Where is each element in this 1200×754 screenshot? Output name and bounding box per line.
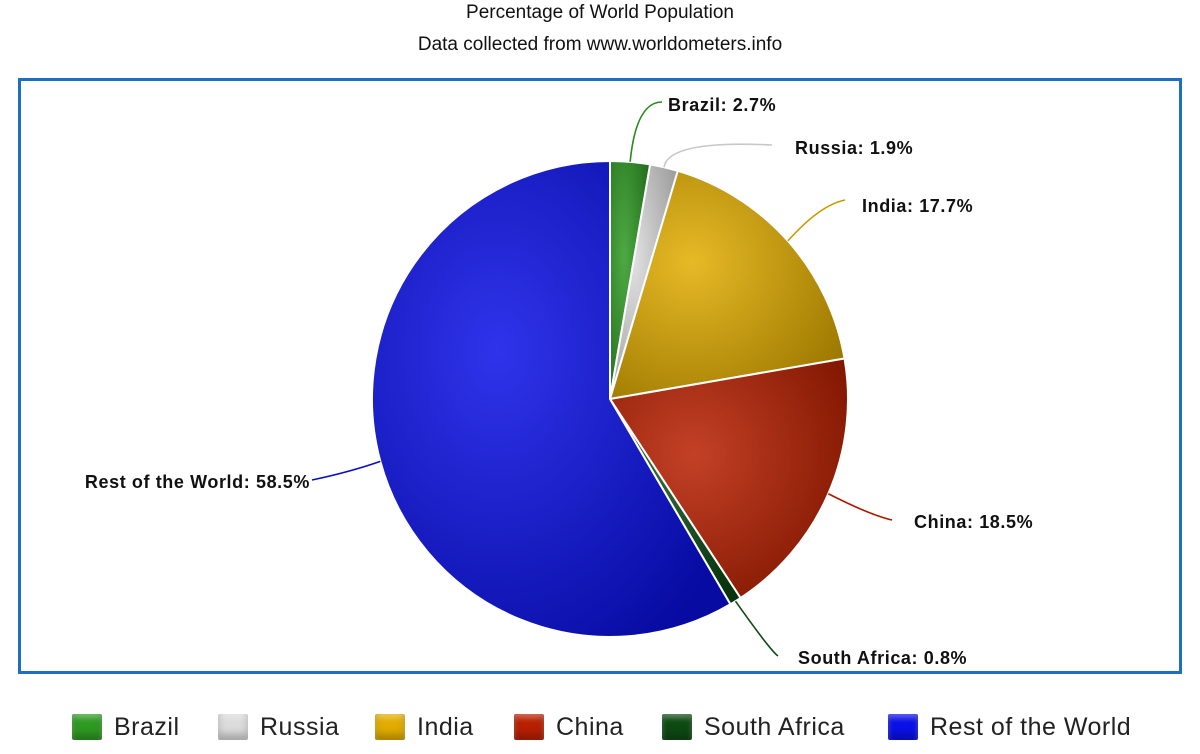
legend-item-russia: Russia: [218, 710, 339, 744]
legend-item-rest-of-the-world: Rest of the World: [888, 710, 1131, 744]
legend-swatch-india: [375, 714, 405, 740]
leader-line-russia: [663, 143, 773, 168]
slice-label-india: India: 17.7%: [862, 196, 973, 216]
legend-label-brazil: Brazil: [114, 712, 180, 741]
slice-label-south-africa: South Africa: 0.8%: [798, 648, 967, 668]
chart-legend: Brazil Russia India China South Africa Rest o…: [0, 700, 1200, 750]
slice-label-rest-of-the-world: Rest of the World: 58.5%: [85, 472, 310, 492]
legend-item-india: India: [375, 710, 474, 744]
pie-slice-labels: Brazil: 2.7% Russia: 1.9% India: 17.7% Chin…: [85, 95, 1033, 668]
legend-label-russia: Russia: [260, 712, 340, 741]
pie-chart: Brazil: 2.7% Russia: 1.9% India: 17.7% Chin…: [85, 95, 1033, 668]
leader-line-brazil: [629, 101, 663, 162]
legend-item-china: China: [514, 710, 624, 744]
leader-line-south-africa: [734, 600, 779, 657]
legend-item-south-africa: South Africa: [662, 710, 845, 744]
leader-line-rest-of-the-world: [311, 460, 381, 481]
chart-subtitle: Data collected from www.worldometers.inf…: [417, 34, 783, 55]
leader-line-india: [787, 199, 846, 242]
legend-swatch-china: [514, 714, 544, 740]
legend-label-rest-of-the-world: Rest of the World: [930, 712, 1132, 741]
legend-label-china: China: [556, 712, 624, 741]
leader-line-china: [827, 493, 893, 521]
legend-swatch-russia: [218, 714, 248, 740]
pie-slice-india: [608, 169, 846, 401]
legend-swatch-rest-of-the-world: [888, 714, 918, 740]
pie-slices: [371, 159, 849, 638]
legend-label-south-africa: South Africa: [704, 712, 845, 741]
chart-title: Percentage of World Population: [466, 2, 734, 23]
slice-label-russia: Russia: 1.9%: [795, 138, 913, 158]
slice-label-china: China: 18.5%: [914, 512, 1033, 532]
legend-swatch-south-africa: [662, 714, 692, 740]
legend-swatch-brazil: [72, 714, 102, 740]
pie-slice-rest-of-the-world: [371, 159, 732, 638]
legend-item-brazil: Brazil: [72, 710, 180, 744]
slice-label-brazil: Brazil: 2.7%: [668, 95, 776, 115]
legend-label-india: India: [417, 712, 474, 741]
pie-leader-lines: [311, 101, 893, 657]
